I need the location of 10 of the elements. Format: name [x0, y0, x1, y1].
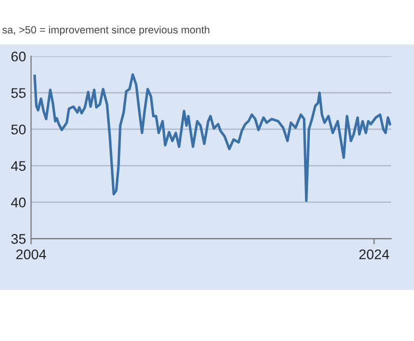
- y-tick-label: 50: [11, 124, 26, 134]
- y-tick-label: 60: [11, 52, 26, 62]
- x-tick-label: 2004: [16, 249, 46, 260]
- chart-subtitle: sa, >50 = improvement since previous month: [2, 26, 210, 36]
- y-tick-label: 35: [11, 234, 26, 244]
- y-tick-label: 45: [11, 161, 26, 171]
- y-tick-label: 40: [11, 198, 26, 208]
- x-tick-label: 2024: [359, 249, 390, 260]
- y-tick-label: 55: [11, 88, 26, 98]
- line-series: [33, 73, 392, 202]
